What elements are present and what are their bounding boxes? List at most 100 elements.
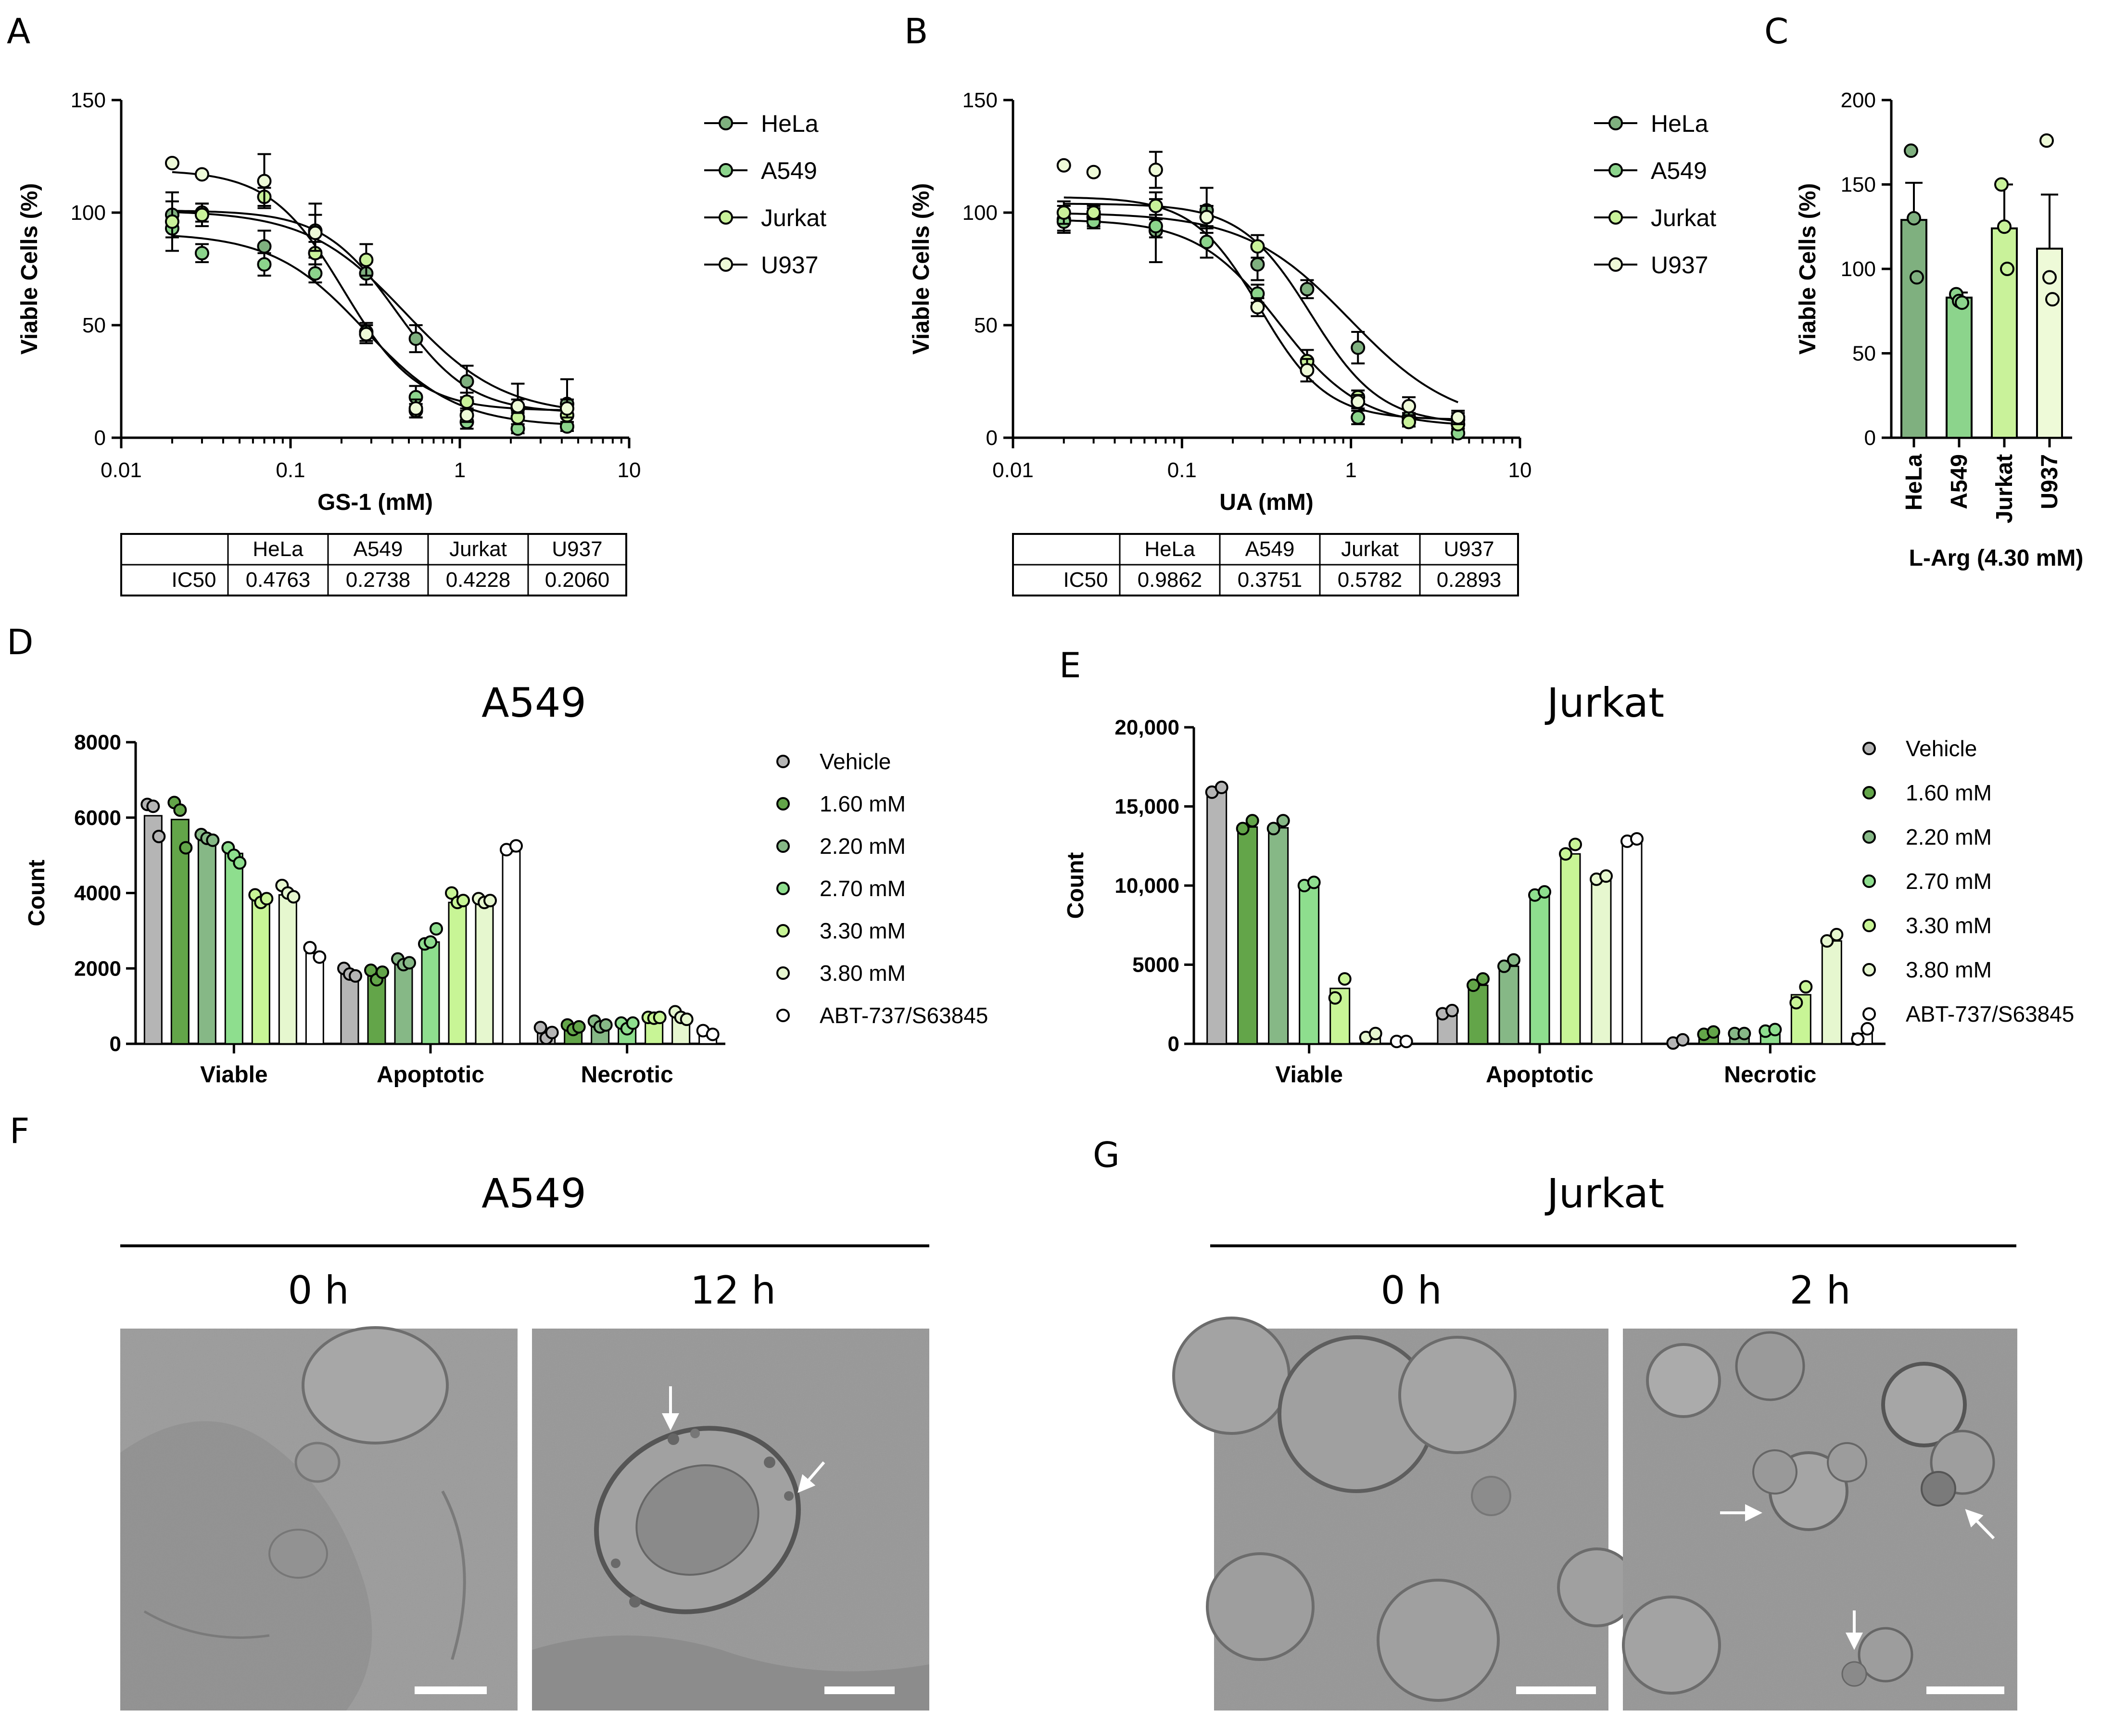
- x-tick-label: HeLa: [1901, 454, 1927, 511]
- table-header: HeLa: [253, 537, 304, 561]
- x-tick-label: 0.1: [276, 458, 305, 482]
- legend-marker: [1862, 786, 1876, 799]
- x-axis-label: L-Arg (4.30 mM): [1909, 545, 2084, 571]
- y-tick-label: 150: [71, 89, 106, 112]
- legend-label: 2.70 mM: [1906, 869, 1992, 894]
- legend-label: HeLa: [1651, 110, 1709, 137]
- legend-label: 3.30 mM: [1906, 913, 1992, 938]
- fit-curve-u937: [172, 171, 568, 411]
- legend-label: 2.20 mM: [1906, 824, 1992, 849]
- table-header: U937: [552, 537, 602, 561]
- bar-apoptotic-2: [394, 962, 413, 1045]
- bar-apoptotic-3: [421, 941, 440, 1045]
- micrograph-f-time-1: 12 h: [690, 1268, 776, 1313]
- data-point-a549: [257, 257, 272, 272]
- data-point-jurkat: [359, 253, 374, 267]
- table-header: HeLa: [1144, 537, 1195, 561]
- legend-label: A549: [1651, 157, 1707, 184]
- panel-letter-e: E: [1059, 645, 1081, 685]
- data-point-u937: [510, 399, 525, 414]
- legend-marker: [1862, 742, 1876, 755]
- x-tick-label: 1: [1345, 458, 1356, 482]
- data-point: [260, 892, 274, 906]
- data-point: [1997, 219, 2012, 234]
- legend-marker: [1608, 257, 1623, 272]
- bar-a549: [1946, 296, 1973, 439]
- legend-marker: [719, 163, 733, 177]
- micrograph-panel-f: A549 0 h 12 h: [120, 1170, 929, 1711]
- data-point-a549: [1199, 234, 1214, 249]
- bar-viable-0: [143, 815, 163, 1045]
- micrograph-g-time-0: 0 h: [1380, 1268, 1442, 1313]
- legend-marker: [776, 839, 790, 853]
- data-point: [1820, 934, 1834, 948]
- data-point: [1497, 959, 1511, 973]
- legend-marker: [1862, 1007, 1876, 1021]
- y-tick-label: 6000: [74, 806, 121, 830]
- bar-apoptotic-0: [340, 972, 359, 1045]
- data-point: [1399, 1035, 1413, 1049]
- data-point-hela: [1300, 282, 1315, 297]
- data-point: [1707, 1025, 1721, 1039]
- table-cell: 0.9862: [1138, 568, 1202, 592]
- bar-hela: [1900, 219, 1927, 439]
- data-point: [1955, 295, 1969, 310]
- data-point-hela: [1351, 340, 1366, 355]
- legend-marker: [1608, 163, 1623, 177]
- data-point: [303, 941, 317, 955]
- legend-marker: [1862, 963, 1876, 976]
- y-axis-label: Viable Cells (%): [17, 183, 42, 355]
- legend-label: 1.60 mM: [1906, 780, 1992, 805]
- data-point: [403, 956, 416, 970]
- legend-label: U937: [761, 252, 819, 279]
- x-tick-label: 10: [618, 458, 641, 482]
- data-point: [653, 1011, 667, 1025]
- bar-viable-0: [1206, 790, 1228, 1045]
- data-point: [173, 803, 187, 817]
- data-point: [1276, 814, 1290, 828]
- data-point: [430, 922, 443, 936]
- fit-curve-a549: [1063, 219, 1458, 425]
- table-header: A549: [1245, 537, 1295, 561]
- data-point: [1599, 869, 1613, 883]
- micrograph-a549-12h: [532, 1329, 929, 1711]
- chart-c-l-arg-bar-chart: 0 50 100 150 200 Viable Cells (%) HeLa A549 Jurk…: [1795, 89, 2083, 571]
- data-point: [1559, 847, 1572, 861]
- data-point-u937: [1148, 163, 1163, 177]
- table-header: Jurkat: [449, 537, 507, 561]
- micrograph-a549-0h: [120, 1326, 518, 1711]
- data-point: [1861, 1022, 1874, 1036]
- y-tick-label: 0: [110, 1032, 121, 1056]
- x-tick-label: Viable: [200, 1062, 268, 1088]
- legend-marker: [776, 755, 790, 768]
- chart-a-gs1-dose-response: 0 50 100 150 0.01 0.1 1 10 GS-1 (mM) Viable Cells…: [17, 89, 826, 596]
- data-point-u937: [194, 167, 209, 182]
- legend-label: Jurkat: [761, 204, 826, 231]
- y-tick-label: 50: [974, 314, 998, 337]
- data-point-u937: [257, 174, 272, 189]
- legend-marker: [776, 882, 790, 895]
- data-point-jurkat: [1056, 205, 1071, 220]
- legend-label: 3.80 mM: [820, 961, 906, 986]
- y-tick-label: 0: [1864, 426, 1876, 450]
- bar-apoptotic-3: [1529, 894, 1550, 1045]
- data-point: [146, 799, 160, 813]
- data-point-u937: [1199, 210, 1214, 225]
- y-tick-label: 100: [962, 201, 998, 225]
- legend-marker: [1608, 210, 1623, 225]
- data-point-jurkat: [1086, 205, 1101, 220]
- data-point-u937: [308, 226, 323, 241]
- data-point: [376, 965, 389, 979]
- data-point: [456, 894, 470, 908]
- data-point: [1245, 814, 1259, 828]
- y-tick-label: 8000: [74, 731, 121, 754]
- chart-d-a549-count-bar-chart: A549 0 2000 4000 6000 8000 Count Viable Apoptoti…: [24, 679, 988, 1088]
- data-point: [1907, 211, 1921, 226]
- legend-marker: [1862, 919, 1876, 932]
- data-point: [1467, 978, 1480, 992]
- data-point: [445, 886, 458, 900]
- panel-letter-a: A: [7, 11, 30, 51]
- y-tick-label: 0: [94, 426, 106, 450]
- panel-letter-f: F: [10, 1111, 29, 1151]
- y-tick-label: 150: [962, 89, 998, 112]
